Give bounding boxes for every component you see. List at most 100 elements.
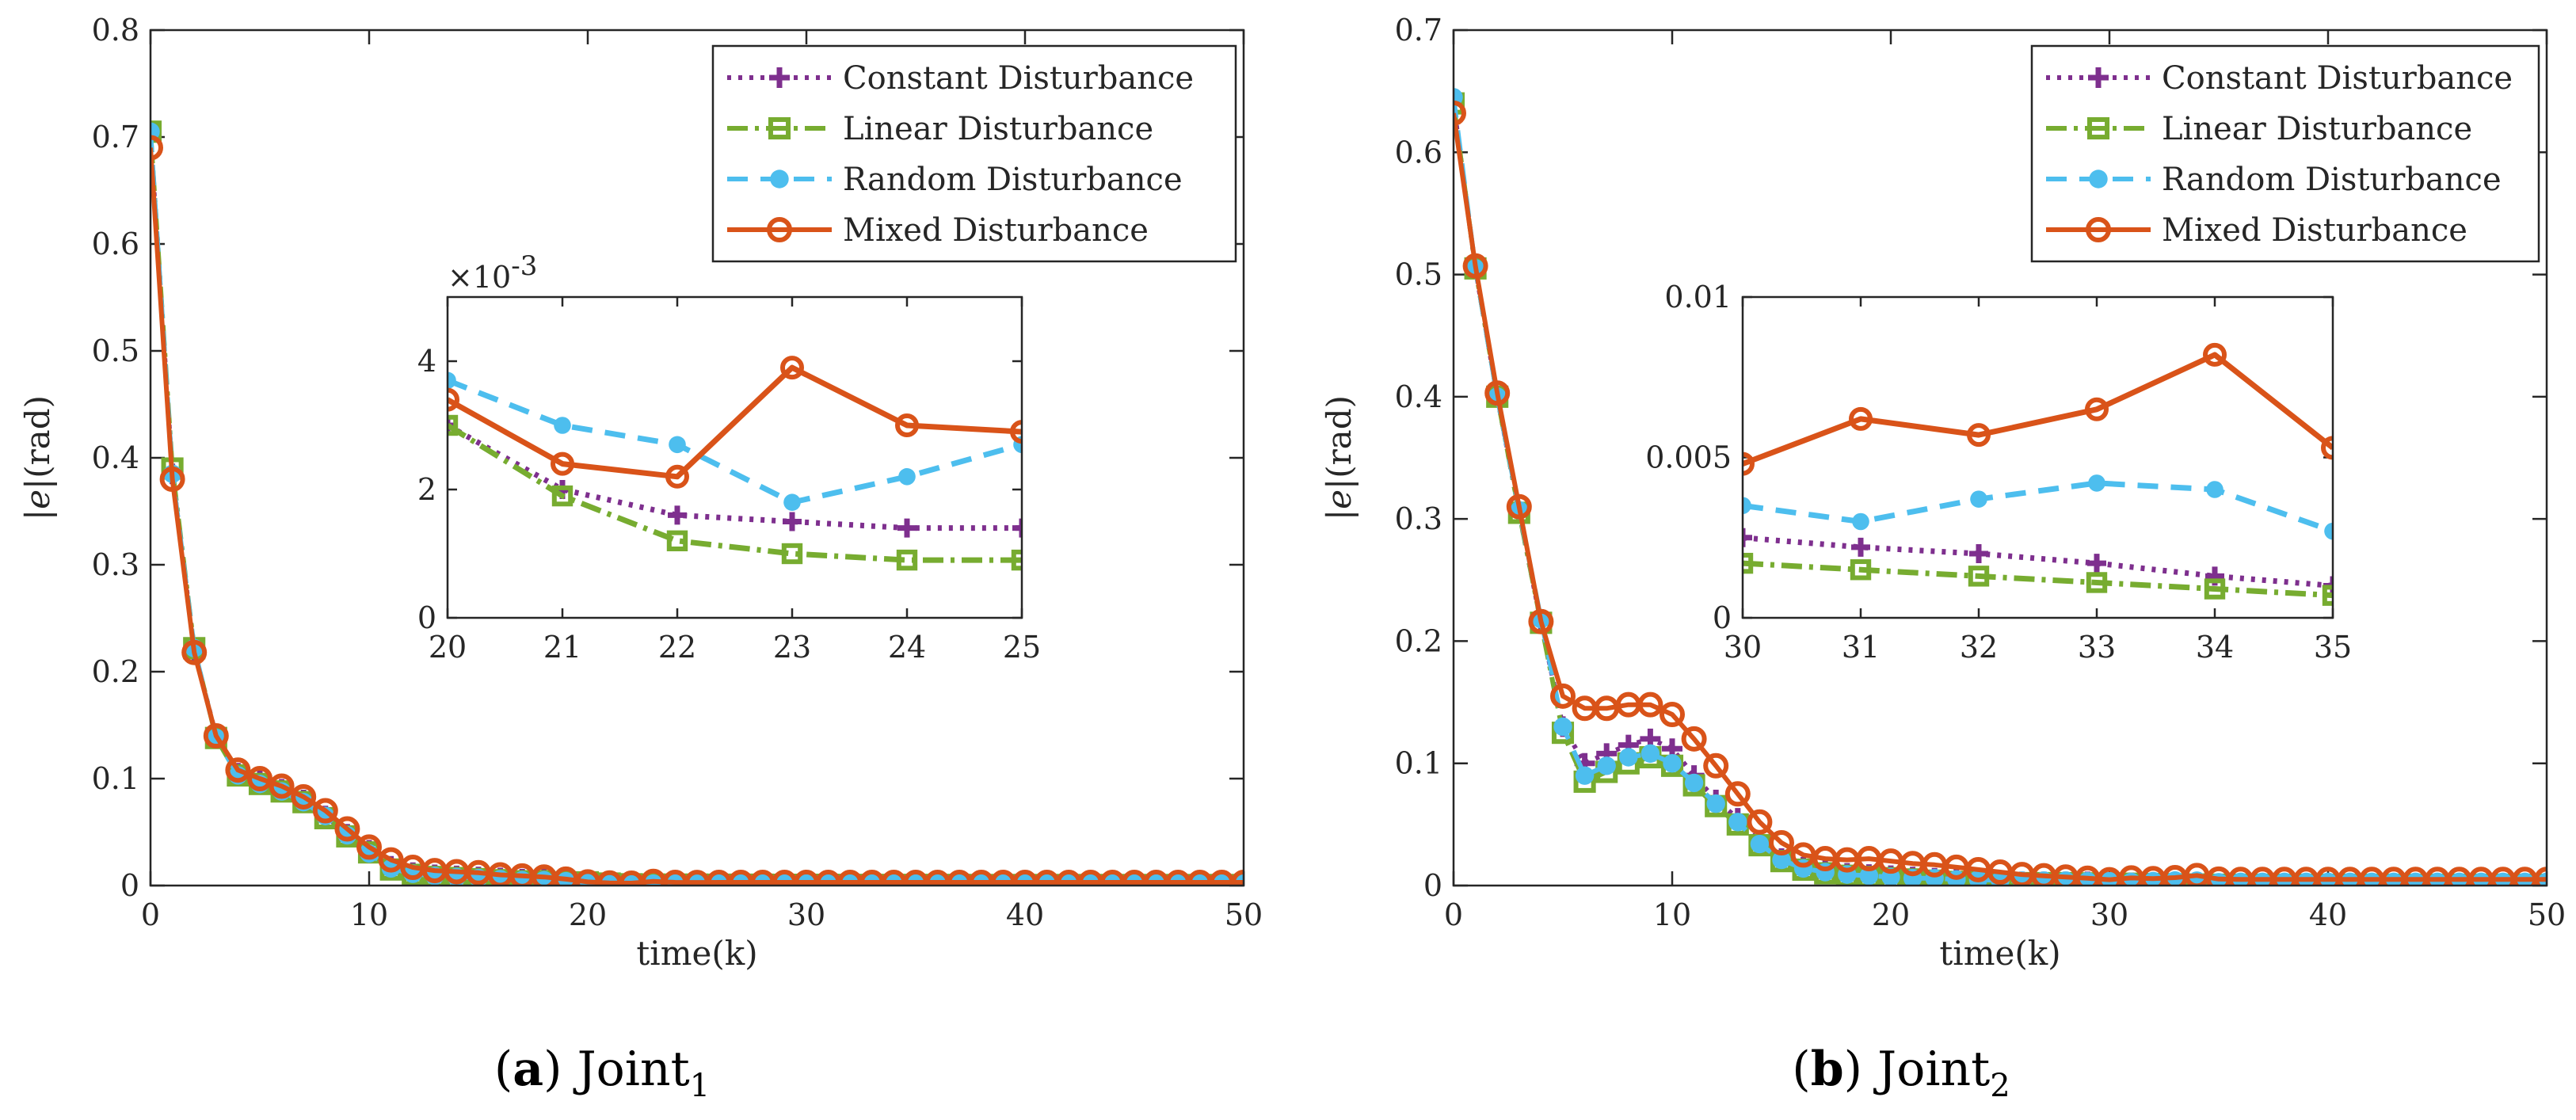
inset-series-marker-2 [2324, 522, 2333, 540]
inset-x-tick-label: 23 [773, 630, 811, 665]
inset-series-marker-2 [1743, 497, 1751, 515]
y-axis-label-unit: (rad) [1320, 395, 1358, 478]
main-series-marker-2 [2078, 871, 2098, 886]
caption-paren: ( [1792, 1042, 1810, 1097]
inset-series-group [448, 356, 1022, 571]
inset-series-marker-1 [1850, 559, 1872, 581]
main-y-tick-label: 0.7 [1395, 13, 1442, 48]
main-series-marker-2 [2253, 872, 2272, 886]
caption-paren: ) [543, 1042, 577, 1097]
main-x-tick-label: 30 [787, 897, 825, 932]
main-y-tick-label: 0.1 [1395, 746, 1442, 781]
main-series-marker-3 [312, 798, 338, 824]
main-series-marker-3 [1528, 608, 1554, 634]
inset-series-marker-1 [896, 549, 918, 571]
legend-entry-3: Mixed Disturbance [2162, 212, 2467, 249]
chart-a: 0 10 20 30 40 5000.10.20.30.40.50.60.70.8time… [18, 13, 1263, 1104]
main-series-marker-3 [1454, 100, 1466, 126]
legend-entry-2: Random Disturbance [843, 162, 1183, 198]
main-series-marker-2 [1553, 717, 1572, 737]
chart-b: 0 10 20 30 40 5000.10.20.30.40.50.60.7time(k)… [1320, 13, 2566, 1104]
main-series-marker-2 [2143, 871, 2163, 886]
inset-series-marker-2 [1970, 490, 1987, 508]
main-series-marker-2 [2056, 871, 2075, 886]
inset-frame [1741, 295, 2334, 619]
legend-marker-1 [768, 116, 791, 140]
inset-series-marker-3 [1967, 423, 1991, 448]
main-y-tick-label: 0 [1423, 868, 1442, 903]
inset-series-marker-3 [2085, 397, 2109, 421]
main-series-marker-2 [2319, 872, 2338, 886]
inset-series-marker-3 [895, 413, 919, 437]
main-y-tick-label: 0 [120, 868, 139, 903]
inset-series-marker-2 [898, 468, 916, 486]
main-series-marker-2 [1663, 754, 1682, 773]
main-series-marker-2 [2406, 872, 2425, 886]
main-series-marker-2 [2384, 872, 2403, 886]
main-series-marker-3 [1724, 781, 1751, 807]
inset-series-marker-2 [554, 417, 571, 434]
main-series-marker-2 [2231, 872, 2250, 886]
main-series-marker-2 [535, 870, 554, 886]
inset-series-marker-3 [2321, 436, 2333, 460]
inset-series-marker-1 [781, 543, 803, 565]
main-y-tick-label: 0.4 [92, 440, 139, 475]
main-series-marker-2 [1597, 756, 1616, 775]
inset-series-group [1743, 342, 2333, 606]
main-y-tick-label: 0.2 [92, 654, 139, 689]
main-series-marker-2 [1684, 773, 1704, 793]
x-axis-label: time(k) [1939, 934, 2060, 973]
caption-paren: ( [494, 1042, 513, 1097]
y-axis-label-variable: e [18, 490, 57, 509]
inset-x-tick-label: 21 [543, 630, 581, 665]
y-axis-label-bar: | [1320, 478, 1358, 490]
legend-entry-1: Linear Disturbance [2162, 111, 2472, 147]
inset-series-marker-3 [1010, 420, 1022, 444]
inset-series-marker-3 [1849, 406, 1873, 431]
figure-caption: (b) Joint2 [1792, 1042, 2010, 1104]
inset-series-marker-0 [1969, 544, 1988, 563]
legend-marker-0 [2088, 67, 2109, 88]
inset-series-marker-0 [783, 512, 802, 531]
main-x-tick-label: 20 [569, 897, 607, 932]
main-series-marker-3 [1231, 869, 1244, 886]
main-series-marker-3 [1769, 830, 1794, 855]
main-x-tick-label: 10 [1653, 897, 1691, 932]
legend-entry-0: Constant Disturbance [2162, 60, 2513, 97]
y-axis-label-bar: | [18, 509, 57, 520]
main-series-marker-2 [2449, 872, 2469, 886]
inset-series-line-1 [448, 423, 1022, 563]
main-y-tick-label: 0.6 [1395, 135, 1442, 170]
main-y-tick-label: 0.1 [92, 761, 139, 796]
main-y-tick-label: 0.3 [92, 547, 139, 582]
main-series-marker-3 [1703, 752, 1729, 779]
inset-series-marker-0 [1743, 528, 1752, 547]
main-x-tick-label: 40 [2309, 897, 2347, 932]
inset-x-tick-label: 31 [1842, 630, 1880, 665]
inset-exponent-label: ×10-3 [448, 250, 537, 295]
x-axis-label: time(k) [636, 934, 757, 973]
inset-x-tick-label: 20 [429, 630, 467, 665]
main-series-marker-3 [181, 639, 208, 665]
main-series-marker-3 [225, 757, 251, 783]
main-series-marker-3 [159, 467, 185, 492]
main-x-tick-label: 40 [1006, 897, 1044, 932]
caption-letter: b [1811, 1042, 1844, 1097]
main-series-marker-3 [291, 783, 317, 810]
main-y-tick-label: 0.7 [92, 120, 139, 154]
main-series-marker-2 [2428, 872, 2447, 886]
inset-series-line-3 [1743, 352, 2333, 467]
main-x-tick-label: 50 [2528, 897, 2566, 932]
main-x-tick-label: 10 [350, 897, 388, 932]
main-series-marker-2 [2275, 872, 2294, 886]
main-x-tick-label: 50 [1225, 897, 1263, 932]
main-frame [149, 29, 1245, 887]
main-series-marker-2 [2362, 872, 2381, 886]
inset-series-marker-1 [2204, 578, 2226, 600]
legend-entry-1: Linear Disturbance [843, 111, 1153, 147]
inset-series-marker-0 [668, 505, 687, 525]
main-series-marker-2 [2296, 872, 2316, 886]
main-series-marker-3 [151, 135, 163, 161]
inset-series-marker-1 [2086, 572, 2108, 593]
inset-y-tick-label: 0 [417, 600, 436, 635]
